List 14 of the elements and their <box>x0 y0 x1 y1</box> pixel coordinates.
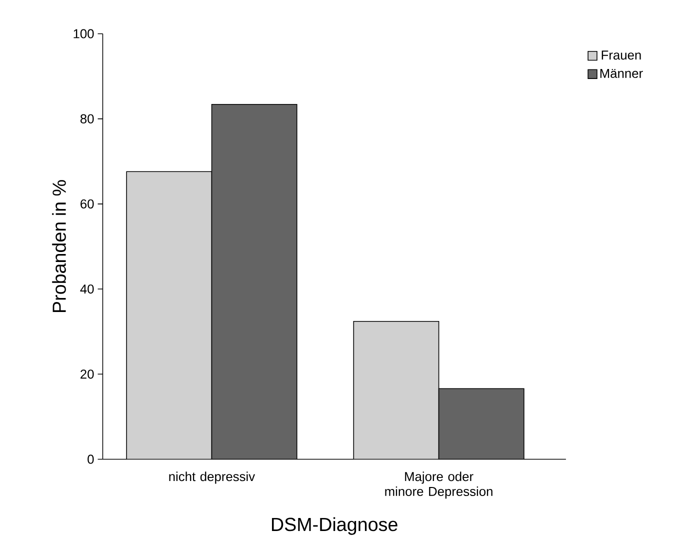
legend-label: Männer <box>600 68 643 78</box>
y-axis-title: Probanden in % <box>52 180 66 312</box>
legend-label: Frauen <box>602 50 641 60</box>
x-tick-label: Majore oder minore Depression <box>385 471 492 498</box>
y-tick-label: 60 <box>80 199 94 208</box>
x-axis-title: DSM-Diagnose <box>272 517 398 535</box>
bar <box>126 171 212 460</box>
y-tick-label: 100 <box>74 28 94 38</box>
y-tick-label: 20 <box>80 369 94 378</box>
x-tick-label: nicht depressiv <box>169 471 256 484</box>
y-tick-label: 40 <box>80 284 94 294</box>
y-tick-label: 80 <box>80 114 94 124</box>
bar <box>353 320 440 460</box>
y-tick-label: 0 <box>88 454 94 464</box>
